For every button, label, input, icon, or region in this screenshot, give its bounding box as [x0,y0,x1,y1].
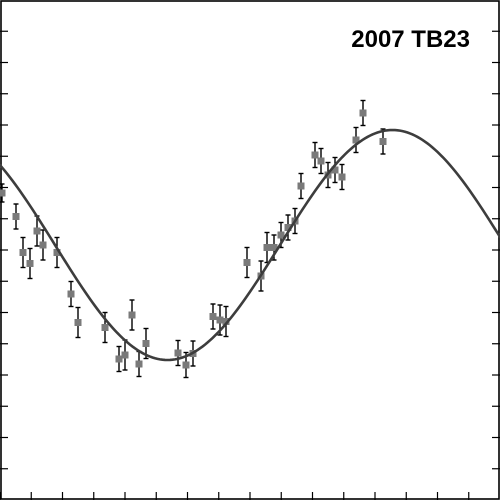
data-point [277,231,285,239]
data-point [216,316,224,324]
data-point [26,260,34,267]
data-point [379,138,387,145]
data-point [243,259,251,266]
data-point [19,249,27,256]
data-point [209,313,217,320]
data-point [284,224,292,231]
data-point [142,340,150,347]
data-point [53,249,61,256]
axis-ticks [0,30,500,500]
data-point [128,311,136,319]
error-bars [0,99,386,379]
data-point [270,244,278,251]
data-point [338,173,346,181]
data-point [101,324,109,331]
data-point [297,182,305,190]
data-point [263,244,271,251]
data-point [174,349,182,357]
chart-title: 2007 TB23 [351,26,470,53]
data-point [33,227,41,235]
data-point [311,151,319,159]
data-point [39,241,47,249]
fit-curve [0,128,500,362]
data-point [74,319,82,326]
data-point [359,109,367,117]
data-point [12,213,20,220]
data-point [115,355,123,363]
data-point [182,361,190,369]
data-point [317,157,325,165]
data-points [0,109,387,369]
data-point [135,360,143,368]
data-point [352,136,360,144]
data-point [331,166,339,174]
data-point [121,351,129,359]
data-point [0,189,6,197]
data-point [222,318,230,325]
data-point [67,290,75,298]
